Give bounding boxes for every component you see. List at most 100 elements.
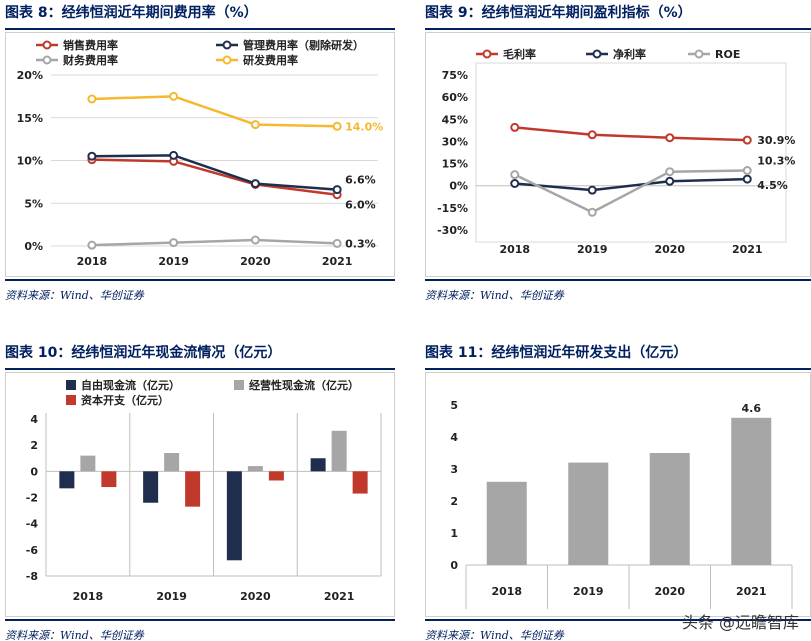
legend-label: 自由现金流（亿元） xyxy=(81,378,180,392)
data-point xyxy=(169,91,179,101)
y-tick-label: 2 xyxy=(30,439,38,452)
legend-marker xyxy=(222,55,232,65)
source-note: 资料来源：Wind、华创证券 xyxy=(5,629,144,641)
divider xyxy=(5,619,395,621)
legend-marker xyxy=(694,49,704,59)
chart-area: 0 1 2 3 4 5 2018 2019 2020 2021 4.6 xyxy=(425,372,811,617)
legend-label: 销售费用率 xyxy=(63,38,118,52)
y-tick-label: -8 xyxy=(26,570,38,583)
y-tick-label: 1 xyxy=(450,527,458,540)
y-tick-label: 30% xyxy=(442,135,468,148)
data-point xyxy=(332,238,342,248)
x-tick-label: 2019 xyxy=(577,243,608,256)
chart-title: 图表 11：经纬恒润近年研发支出（亿元） xyxy=(425,345,688,361)
divider xyxy=(425,279,811,281)
data-point xyxy=(742,174,752,184)
data-point xyxy=(332,121,342,131)
y-tick-label: -6 xyxy=(26,544,39,557)
source-note: 资料来源：Wind、华创证券 xyxy=(5,289,144,302)
data-label: 0.3% xyxy=(345,237,376,250)
legend-label: 研发费用率 xyxy=(243,53,298,67)
bar xyxy=(101,471,117,488)
y-tick-label: -30% xyxy=(437,224,468,237)
chart-svg: -30% -15% 0% 15% 30% 45% 60% 75% 2018 2019 2020 202… xyxy=(437,47,795,256)
data-point xyxy=(587,185,597,195)
data-point xyxy=(510,179,520,188)
bar xyxy=(568,462,609,565)
y-tick-label: 5% xyxy=(24,197,43,210)
chart-svg: 0% 5% 10% 15% 20% 2018 2019 2020 2021 销售费用率 管理费用率（… xyxy=(17,38,384,268)
data-point xyxy=(587,207,597,217)
data-point xyxy=(665,133,675,143)
x-tick-label: 2021 xyxy=(324,590,355,603)
source-note: 资料来源：Wind、华创证券 xyxy=(425,289,564,302)
y-tick-label: 0 xyxy=(450,559,458,572)
x-tick-label: 2019 xyxy=(158,255,189,268)
bar xyxy=(486,481,527,565)
divider xyxy=(425,368,811,370)
divider xyxy=(5,279,395,281)
x-tick-label: 2020 xyxy=(654,585,685,598)
chart-area: 0% 5% 10% 15% 20% 2018 2019 2020 2021 销售费用率 管理费用率（… xyxy=(5,32,395,277)
series-line xyxy=(514,126,748,142)
y-tick-label: 4 xyxy=(30,413,38,426)
x-tick-label: 2020 xyxy=(654,243,685,256)
legend-marker xyxy=(592,49,602,59)
data-point xyxy=(665,176,675,186)
data-label: 6.0% xyxy=(345,199,376,212)
chart-panel-3: 图表 10：经纬恒润近年现金流情况（亿元） -8 -6 -4 -2 0 2 4 2018 201… xyxy=(5,342,395,641)
bar xyxy=(731,417,772,565)
legend-swatch xyxy=(66,395,76,405)
data-point xyxy=(87,151,97,161)
series-line xyxy=(514,169,748,214)
data-point xyxy=(169,150,179,160)
data-point xyxy=(742,135,752,145)
legend-label: 毛利率 xyxy=(503,47,536,61)
x-tick-label: 2021 xyxy=(322,255,353,268)
y-tick-label: 10% xyxy=(17,155,43,168)
bar xyxy=(649,453,690,565)
divider xyxy=(425,619,811,621)
data-point xyxy=(742,166,752,176)
legend-label: 经营性现金流（亿元） xyxy=(249,378,359,392)
y-tick-label: -15% xyxy=(437,202,468,215)
data-point xyxy=(332,185,342,195)
data-point xyxy=(510,122,520,132)
legend-marker xyxy=(482,49,492,59)
y-tick-label: -2 xyxy=(26,492,38,505)
legend-label: ROE xyxy=(715,48,740,61)
data-point xyxy=(87,240,97,250)
chart-panel-1: 图表 8：经纬恒润近年期间费用率（%） 0% 5% 10% 15% 20% 2018 201… xyxy=(5,2,395,322)
y-tick-label: 20% xyxy=(17,69,43,82)
y-tick-label: 2 xyxy=(450,495,458,508)
bar xyxy=(247,466,263,472)
bar xyxy=(268,471,284,481)
data-point xyxy=(587,130,597,140)
series-line xyxy=(91,154,338,191)
bar xyxy=(59,471,75,489)
bar xyxy=(185,471,201,507)
chart-area: -30% -15% 0% 15% 30% 45% 60% 75% 2018 2019 2020 202… xyxy=(425,32,811,277)
x-tick-label: 2018 xyxy=(491,585,522,598)
data-label: 4.5% xyxy=(757,179,788,192)
x-tick-label: 2020 xyxy=(240,255,271,268)
x-tick-label: 2018 xyxy=(77,255,108,268)
x-tick-label: 2020 xyxy=(240,590,271,603)
y-tick-label: 3 xyxy=(450,463,458,476)
legend-label: 资本开支（亿元） xyxy=(81,393,169,407)
data-label: 30.9% xyxy=(757,134,795,147)
series-line xyxy=(91,158,338,196)
chart-title: 图表 10：经纬恒润近年现金流情况（亿元） xyxy=(5,345,282,361)
y-tick-label: 0% xyxy=(449,180,468,193)
data-point xyxy=(250,120,260,130)
y-tick-label: 0 xyxy=(30,465,38,478)
series-line xyxy=(514,177,748,192)
x-tick-label: 2018 xyxy=(499,243,530,256)
x-tick-label: 2021 xyxy=(736,585,767,598)
y-tick-label: 5 xyxy=(450,399,458,412)
divider xyxy=(5,368,395,370)
y-tick-label: 75% xyxy=(442,69,468,82)
series-line xyxy=(91,95,338,128)
y-tick-label: 4 xyxy=(450,431,458,444)
legend-label: 财务费用率 xyxy=(62,53,118,67)
